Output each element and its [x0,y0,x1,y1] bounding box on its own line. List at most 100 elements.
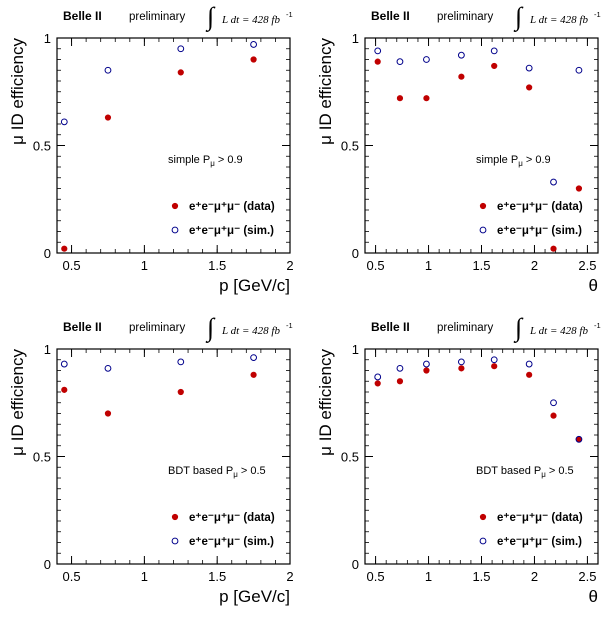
x-tick-label: 1.5 [208,569,226,584]
sim-point [575,66,583,74]
x-tick-label: 1.5 [208,258,226,273]
data-point [396,378,404,385]
data-point [491,62,498,70]
x-tick-label: 0.5 [367,569,385,584]
selection-label: simple Pμ > 0.9 [476,154,551,168]
status-label: preliminary [437,11,493,23]
sim-point [490,47,498,55]
experiment-label: Belle II [63,9,102,23]
y-tick-label: 0 [44,246,51,261]
luminosity-exponent: -1 [594,10,601,19]
legend-marker-sim [171,537,179,545]
data-point [177,388,184,396]
panel-4: 0.5 1 1.5 2 2.5 0 0.5 1 θ μ ID efficiency Belle II… [316,313,601,606]
legend-marker-data [171,202,179,210]
sim-point [550,178,557,186]
selection-cut: > 0.5 [546,465,574,477]
data-point [458,73,465,80]
data-point [491,363,498,370]
legend-label-data: e⁺e⁻μ⁺μ⁻ (data) [189,512,275,524]
y-tick-label: 1 [352,31,359,46]
plot-frame [56,348,291,565]
legend-label-sim: e⁺e⁻μ⁺μ⁻ (sim.) [497,536,582,548]
data-point [423,367,430,374]
y-tick-label: 0 [352,557,359,572]
sim-point [396,58,404,66]
sim-point [104,364,112,372]
data-point [458,365,465,372]
y-tick-label: 1 [352,342,359,357]
y-tick-label: 1 [44,31,51,46]
x-tick-label: 1.5 [472,569,490,584]
legend-marker-sim [479,537,487,545]
y-axis-label: μ ID efficiency [8,349,27,456]
data-point [396,95,404,102]
panel-2: 0.5 1 1.5 2 2.5 0 0.5 1 θ μ ID efficiency Belle II… [316,2,601,295]
selection-text: BDT based P [168,465,233,477]
legend-label-sim: e⁺e⁻μ⁺μ⁻ (sim.) [189,536,274,548]
y-tick-label: 0 [44,557,51,572]
luminosity-exponent: -1 [594,321,601,330]
luminosity-label: L dt = 428 fb [529,14,588,26]
x-axis-label: p [GeV/c] [219,587,290,606]
x-tick-label: 2 [531,258,538,273]
sim-point [374,47,382,55]
x-tick-label: 1 [141,569,148,584]
x-tick-label: 2 [286,569,293,584]
x-tick-label: 2 [531,569,538,584]
status-label: preliminary [437,322,493,334]
legend-label-data: e⁺e⁻μ⁺μ⁻ (data) [189,201,275,213]
data-point [104,114,112,121]
selection-text: simple P [168,154,210,166]
integral-sign: ∫ [205,313,216,343]
legend-marker-data [479,202,487,210]
x-tick-label: 0.5 [63,258,81,273]
selection-cut: > 0.9 [523,154,551,166]
selection-subscript: μ [210,159,215,168]
sim-point [60,360,68,368]
data-point [550,245,557,252]
selection-cut: > 0.9 [215,154,243,166]
sim-point [250,41,257,48]
plot-frame [364,37,599,254]
status-label: preliminary [129,11,185,23]
selection-text: BDT based P [476,465,541,477]
experiment-label: Belle II [371,320,410,334]
sim-point [490,356,498,364]
x-tick-label: 1 [141,258,148,273]
plot-frame [56,37,291,254]
data-point [61,386,68,393]
selection-subscript: μ [233,470,238,479]
sim-point [525,64,533,72]
sim-point [177,358,185,366]
luminosity-label: L dt = 428 fb [221,14,280,26]
data-point [526,84,533,91]
panel-3: 0.5 1 1.5 2 0 0.5 1 p [GeV/c] μ ID efficiency Bel… [8,313,294,606]
sim-point [457,358,465,366]
data-point [423,95,430,102]
x-tick-label: 2.5 [578,258,596,273]
integral-sign: ∫ [513,313,524,343]
sim-point [457,51,465,59]
sim-point [374,373,382,381]
data-point [575,185,583,192]
sim-point [177,45,185,53]
integral-sign: ∫ [205,2,216,32]
y-tick-label: 0 [352,246,359,261]
sim-point [396,364,404,372]
y-tick-label: 1 [44,342,51,357]
data-point [61,245,68,252]
y-axis-label: μ ID efficiency [8,38,27,145]
legend-marker-sim [479,226,487,234]
x-tick-label: 0.5 [367,258,385,273]
x-tick-label: 0.5 [63,569,81,584]
luminosity-exponent: -1 [286,321,293,330]
legend-marker-sim [171,226,179,234]
selection-text: simple P [476,154,518,166]
sim-point [250,354,257,362]
data-point [250,56,257,63]
y-tick-label: 0.5 [341,450,359,465]
data-point [374,380,381,387]
